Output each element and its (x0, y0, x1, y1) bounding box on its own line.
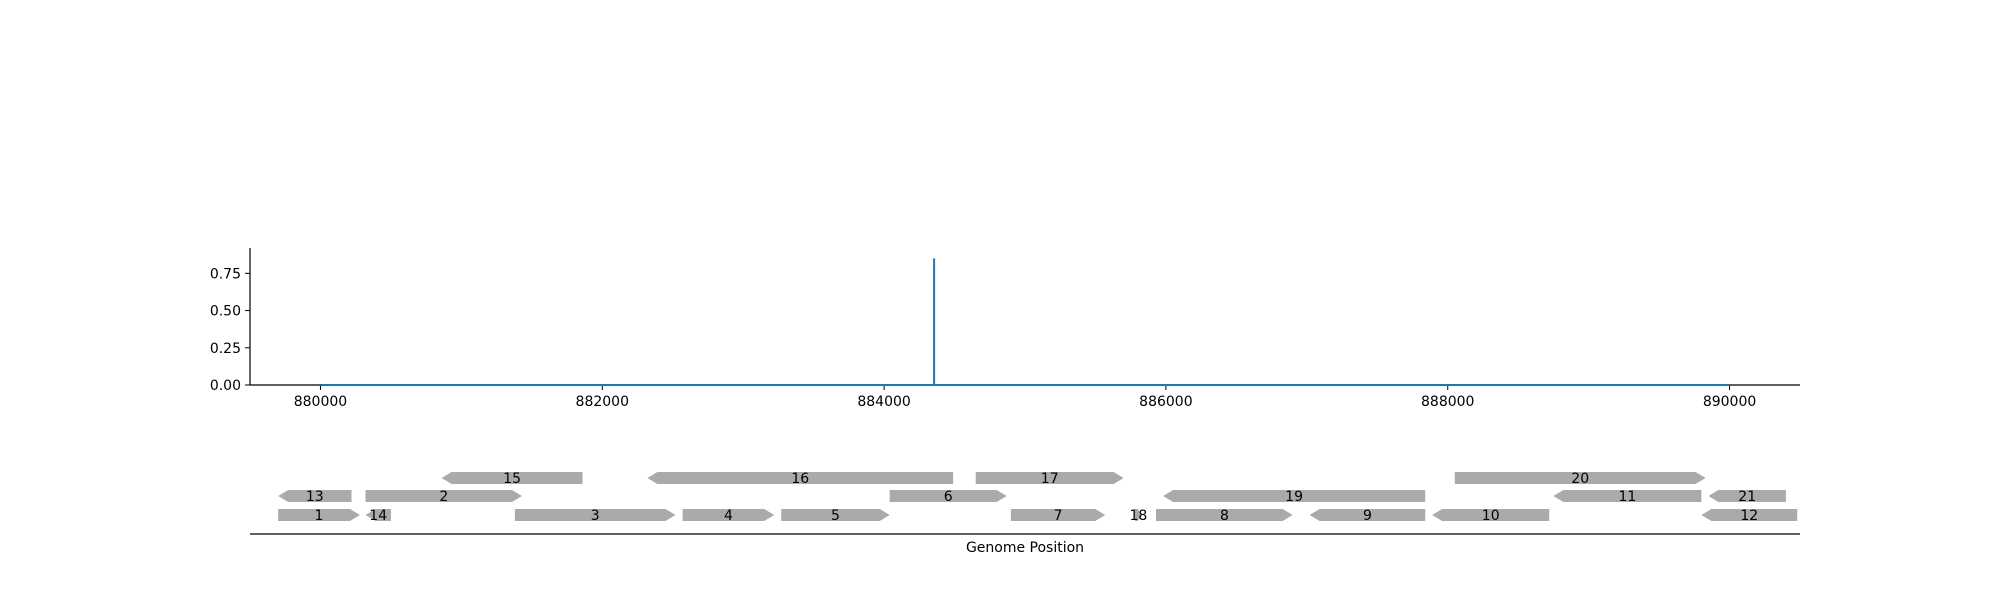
gene-label: 21 (1738, 489, 1756, 505)
x-tick-label: 886000 (1139, 394, 1192, 410)
gene-label: 5 (831, 508, 840, 524)
gene-label: 12 (1740, 508, 1758, 524)
gene-label: 9 (1363, 508, 1372, 524)
gene-map-x-axis-title: Genome Position (966, 540, 1084, 556)
gene-label: 8 (1220, 508, 1229, 524)
gene-label: 7 (1054, 508, 1063, 524)
x-tick-label: 882000 (576, 394, 629, 410)
gene-arrow (1309, 509, 1426, 521)
gene-arrow (514, 509, 676, 521)
gene-arrow (441, 472, 583, 484)
gene-label: 17 (1041, 471, 1059, 487)
gene-arrow (1156, 509, 1293, 521)
gene-label: 10 (1482, 508, 1500, 524)
gene-arrow (1708, 490, 1786, 502)
gene-arrow (781, 509, 890, 521)
gene-label: 20 (1571, 471, 1589, 487)
gene-label: 15 (503, 471, 521, 487)
x-tick-label: 884000 (857, 394, 910, 410)
gene-label: 13 (306, 489, 324, 505)
gene-arrows: 1 14 3 4 5 7 18 8 9 10 12 13 2 6 19 11 21 15 16 17 20 (278, 471, 1798, 524)
x-tick-label: 888000 (1421, 394, 1474, 410)
gene-label: 14 (369, 508, 387, 524)
gene-arrow (1163, 490, 1426, 502)
gene-arrow (278, 509, 360, 521)
gene-arrow (975, 472, 1124, 484)
gene-label: 19 (1285, 489, 1303, 505)
x-tick-label: 880000 (294, 394, 347, 410)
y-tick-label: 0.75 (210, 266, 241, 282)
gene-arrow (682, 509, 775, 521)
gene-arrow (1010, 509, 1106, 521)
gene-label: 16 (791, 471, 809, 487)
gene-arrow (1432, 509, 1550, 521)
gene-arrow (1553, 490, 1702, 502)
gene-arrow (278, 490, 352, 502)
gene-label: 18 (1129, 508, 1147, 524)
gene-label: 6 (944, 489, 953, 505)
coverage-plot: 880000 882000 884000 886000 888000 890000 0.0… (210, 248, 1800, 410)
gene-arrow (647, 472, 954, 484)
gene-map: 1 14 3 4 5 7 18 8 9 10 12 13 2 6 19 11 21 15 16 17 20 Genome… (250, 471, 1800, 556)
y-tick-label: 0.25 (210, 341, 241, 357)
y-ticks: 0.00 0.25 0.50 0.75 (210, 266, 250, 394)
gene-arrow (365, 509, 391, 521)
coverage-line (320, 258, 1730, 386)
gene-label: 3 (591, 508, 600, 524)
gene-label: 4 (724, 508, 733, 524)
y-tick-label: 0.00 (210, 378, 241, 394)
gene-label: 1 (315, 508, 324, 524)
gene-label: 11 (1618, 489, 1636, 505)
gene-arrow (889, 490, 1007, 502)
gene-arrow (1701, 509, 1798, 521)
gene-arrow (365, 490, 522, 502)
gene-arrow (1454, 472, 1706, 484)
gene-label: 2 (439, 489, 448, 505)
x-tick-label: 890000 (1703, 394, 1756, 410)
y-tick-label: 0.50 (210, 304, 241, 320)
x-ticks: 880000 882000 884000 886000 888000 890000 (294, 385, 1756, 410)
gene-arrow (1134, 509, 1142, 521)
